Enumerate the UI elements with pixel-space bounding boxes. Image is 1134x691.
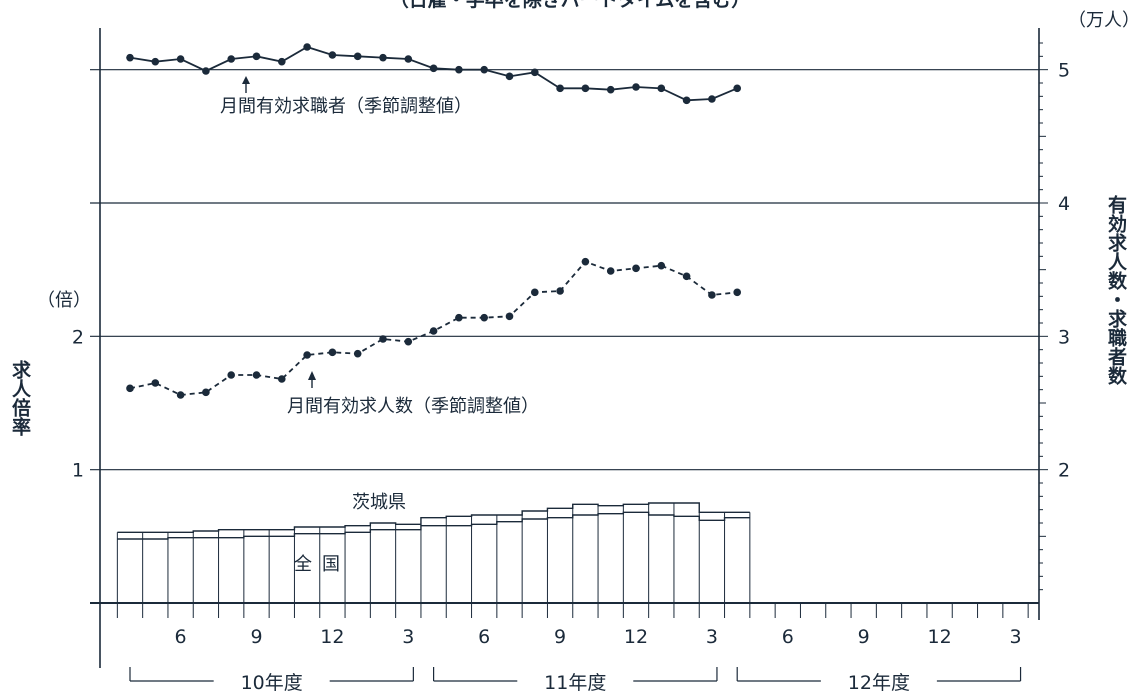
grid-lines bbox=[90, 69, 1039, 471]
job-openings-point bbox=[202, 388, 210, 397]
job-seekers-point bbox=[429, 64, 438, 73]
left-axis-unit: （倍） bbox=[37, 290, 91, 311]
job-seekers-point bbox=[176, 55, 185, 63]
job-openings-point bbox=[531, 288, 539, 297]
annotation-ibaraki: 茨城県 bbox=[352, 492, 406, 513]
job-openings-point bbox=[581, 257, 590, 266]
left-axis-label: 求人倍率 bbox=[9, 359, 31, 437]
axes bbox=[90, 28, 1048, 668]
x-tick-label: 6 bbox=[175, 626, 187, 648]
job-seekers-point bbox=[303, 43, 311, 51]
right-tick-label: 4 bbox=[1058, 193, 1070, 215]
x-tick-label: 9 bbox=[858, 626, 870, 648]
job-openings-point bbox=[505, 312, 514, 321]
job-openings-point bbox=[708, 291, 716, 299]
job-seekers-point bbox=[581, 84, 590, 93]
line-series bbox=[126, 43, 741, 399]
job-seekers-point bbox=[126, 53, 134, 62]
annotation-national: 全国 bbox=[294, 554, 350, 575]
job-openings-point bbox=[606, 267, 615, 275]
fiscal-year-label: 12年度 bbox=[848, 672, 910, 691]
left-tick-label: 2 bbox=[72, 326, 84, 348]
series-line-ibaraki bbox=[117, 502, 750, 534]
right-tick-label: 3 bbox=[1058, 326, 1070, 348]
right-tick-label: 5 bbox=[1058, 60, 1070, 82]
job-seekers-point bbox=[531, 68, 539, 77]
job-openings-point bbox=[657, 261, 666, 270]
job-openings-point bbox=[404, 337, 413, 346]
job-openings-point bbox=[480, 313, 489, 322]
left-tick-label: 1 bbox=[72, 460, 84, 482]
job-openings-point bbox=[278, 375, 286, 383]
annotation-job-openings: 月間有効求人数（季節調整値） bbox=[287, 371, 539, 417]
right-axis-label: 有効求人数・求職者数 bbox=[1105, 194, 1127, 386]
job-openings-point bbox=[353, 349, 362, 358]
annotation-job-seekers: 月間有効求職者（季節調整値） bbox=[220, 76, 472, 117]
job-seekers-point bbox=[733, 84, 741, 93]
chart-title: （日雇・学卒を除きパートタイムを含む） bbox=[390, 0, 751, 11]
arrowhead-icon bbox=[308, 371, 316, 380]
right-axis-unit: （万人） bbox=[1068, 10, 1134, 31]
x-tick-label: 3 bbox=[706, 626, 718, 648]
job-openings-point bbox=[733, 288, 741, 297]
x-tick-label: 12 bbox=[928, 626, 952, 648]
job-openings-point bbox=[379, 335, 387, 343]
job-seekers-point bbox=[632, 83, 640, 91]
right-tick-label: 2 bbox=[1058, 460, 1070, 482]
fiscal-year-brackets: 10年度 11年度 12年度 bbox=[129, 667, 1022, 691]
job-openings-point bbox=[176, 391, 185, 399]
job-seekers-point bbox=[278, 57, 286, 66]
x-tick-label: 3 bbox=[1009, 626, 1021, 648]
bar-series bbox=[116, 502, 751, 603]
job-seekers-point bbox=[606, 85, 615, 94]
job-openings-point bbox=[151, 379, 160, 387]
job-seekers-point bbox=[379, 53, 387, 62]
x-tick-label: 6 bbox=[782, 626, 794, 648]
job-openings-point bbox=[556, 287, 564, 295]
job-seekers-line bbox=[129, 46, 738, 102]
series-line-national bbox=[117, 511, 750, 540]
job-seekers-point bbox=[657, 84, 666, 93]
job-seekers-point bbox=[505, 72, 514, 81]
job-seekers-point bbox=[151, 57, 160, 66]
annotation-job-seekers-label: 月間有効求職者（季節調整値） bbox=[220, 96, 472, 117]
job-openings-point bbox=[328, 348, 337, 357]
job-seekers-point bbox=[480, 65, 489, 74]
job-seekers-point bbox=[328, 51, 337, 59]
job-seekers-point bbox=[682, 96, 691, 105]
job-openings-point bbox=[455, 313, 463, 322]
x-tick-label: 12 bbox=[624, 626, 648, 648]
fiscal-year-label: 11年度 bbox=[544, 672, 606, 691]
job-seekers-point bbox=[252, 52, 261, 61]
job-seekers-point bbox=[353, 52, 362, 61]
fiscal-year-label: 10年度 bbox=[241, 672, 303, 691]
job-seekers-point bbox=[556, 84, 564, 93]
job-openings-point bbox=[126, 384, 134, 393]
job-openings-point bbox=[429, 327, 438, 335]
x-tick-label: 9 bbox=[554, 626, 566, 648]
job-seekers-point bbox=[455, 65, 463, 74]
x-tick-label: 12 bbox=[320, 626, 344, 648]
job-seekers-point bbox=[708, 95, 716, 103]
x-tick-label: 9 bbox=[250, 626, 262, 648]
x-tick-label: 6 bbox=[478, 626, 490, 648]
x-tick-label: 3 bbox=[402, 626, 414, 648]
job-openings-point bbox=[252, 371, 261, 379]
job-seekers-point bbox=[202, 67, 210, 75]
arrowhead-icon bbox=[242, 76, 250, 84]
job-seekers-point bbox=[227, 55, 235, 63]
job-seekers-point bbox=[404, 55, 413, 63]
annotation-job-openings-label: 月間有効求人数（季節調整値） bbox=[287, 396, 539, 417]
job-openings-point bbox=[682, 272, 691, 281]
job-openings-point bbox=[303, 351, 311, 359]
job-openings-point bbox=[227, 371, 235, 379]
job-openings-point bbox=[632, 264, 640, 273]
